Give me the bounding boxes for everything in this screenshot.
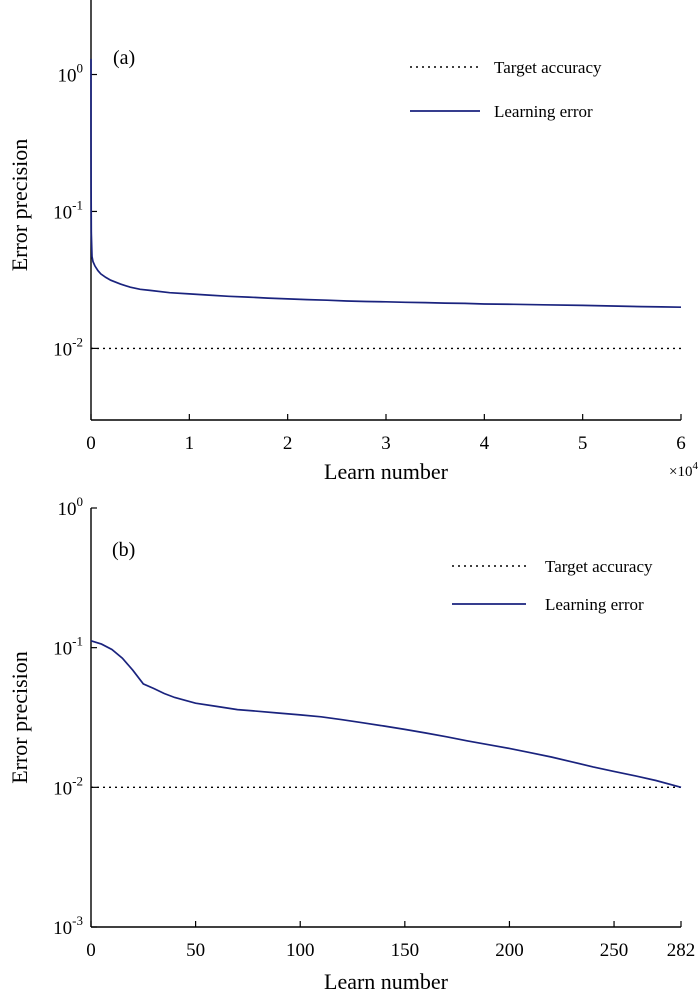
x-tick-label: 0 (86, 940, 96, 961)
y-axis-label: Error precision (7, 651, 32, 784)
x-tick-label: 0 (86, 433, 96, 454)
x-tick-label: 250 (600, 940, 629, 961)
x-tick-label: 6 (676, 433, 686, 454)
y-tick-label: 10-3 (53, 913, 83, 939)
legend-label: Learning error (545, 595, 644, 614)
chart-panel-a: 0 1 2 3 4 5 6 100 10-1 10-2 ×104 Learn number Error … (7, 0, 699, 484)
x-axis-label: Learn number (324, 969, 449, 994)
learning-error-line (90, 58, 682, 309)
x-tick-label: 50 (186, 940, 205, 961)
y-axis-label: Error precision (7, 139, 32, 272)
y-tick-label: 100 (58, 61, 84, 87)
x-tick-label: 3 (381, 433, 391, 454)
x-tick-label: 282 (667, 940, 696, 961)
chart-panel-b: 0 50 100 150 200 250 282 100 10-1 10-2 10-3 Learn n… (7, 494, 695, 994)
panel-label: (a) (113, 47, 135, 69)
x-tick-label: 5 (578, 433, 588, 454)
legend-label: Target accuracy (545, 557, 653, 576)
y-tick-label: 10-2 (53, 334, 83, 360)
legend-label: Learning error (494, 102, 593, 121)
y-tick-label: 10-2 (53, 773, 83, 799)
x-axis-multiplier: ×104 (669, 460, 698, 480)
y-tick-label: 10-1 (53, 634, 83, 660)
learning-error-line (90, 639, 682, 789)
x-tick-label: 4 (480, 433, 490, 454)
x-tick-label: 1 (185, 433, 195, 454)
x-tick-label: 100 (286, 940, 315, 961)
x-axis-label: Learn number (324, 459, 449, 484)
panel-label: (b) (112, 539, 135, 561)
x-tick-label: 150 (391, 940, 420, 961)
y-tick-label: 100 (58, 494, 84, 520)
x-tick-label: 200 (495, 940, 524, 961)
y-tick-label: 10-1 (53, 197, 83, 223)
x-tick-label: 2 (283, 433, 293, 454)
legend-label: Target accuracy (494, 58, 602, 77)
